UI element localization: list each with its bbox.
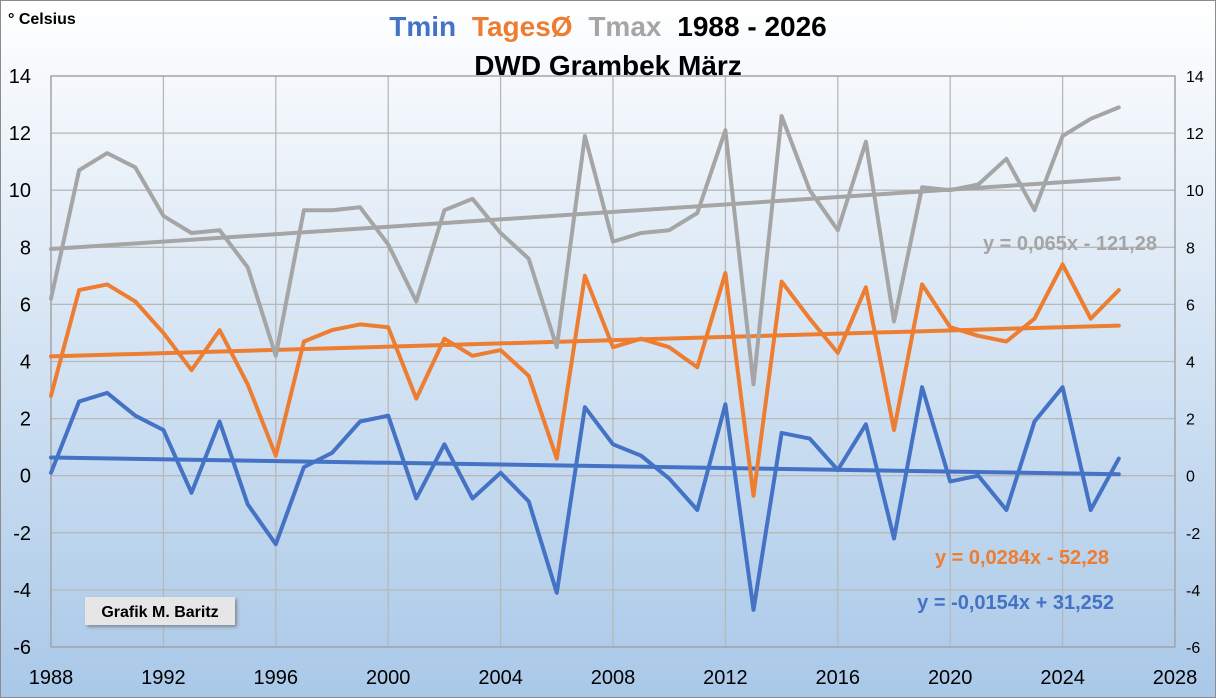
x-tick-label-5: 2008 [591, 667, 636, 689]
y-tick-label-left-10: 14 [9, 66, 31, 88]
y-tick-label-left-5: 4 [20, 352, 31, 374]
y-tick-label-left-7: 8 [20, 237, 31, 259]
trendline-label-tavg: y = 0,0284x - 52,28 [935, 547, 1109, 569]
y-tick-label-right-0: -6 [1186, 640, 1200, 657]
trendline-label-tmin: y = -0,0154x + 31,252 [917, 592, 1114, 614]
x-tick-label-6: 2012 [703, 667, 748, 689]
y-tick-label-right-7: 8 [1186, 240, 1195, 257]
y-tick-label-left-6: 6 [20, 294, 31, 316]
y-tick-label-right-5: 4 [1186, 355, 1195, 372]
y-tick-label-left-3: 0 [20, 466, 31, 488]
series-line-tavg [49, 262, 1121, 498]
title-tmax: Tmax [588, 11, 662, 42]
series-line-tmax [49, 105, 1121, 387]
y-tick-label-left-1: -4 [13, 580, 31, 602]
y-tick-label-right-1: -4 [1186, 583, 1200, 600]
title-years: 1988 - 2026 [677, 11, 826, 42]
chart-subtitle: DWD Grambek März [474, 50, 742, 81]
grid-lines [50, 75, 1176, 648]
chart-title: Tmin TagesØ Tmax 1988 - 2026 [389, 11, 826, 42]
x-tick-label-2: 1996 [254, 667, 299, 689]
plot-area-border [50, 75, 1176, 648]
y-tick-label-right-4: 2 [1186, 412, 1195, 429]
series-line-tmin [49, 385, 1121, 612]
y-tick-label-left-2: -2 [13, 523, 31, 545]
trendline-tmin [49, 455, 1121, 477]
y-tick-label-right-3: 0 [1186, 469, 1195, 486]
x-tick-label-9: 2024 [1040, 667, 1085, 689]
trendline-labels: y = 0,065x - 121,28 y = 0,0284x - 52,28 y … [917, 233, 1157, 614]
x-tick-label-4: 2004 [478, 667, 523, 689]
data-series [49, 105, 1121, 612]
y-tick-label-right-8: 10 [1186, 183, 1204, 200]
y-tick-label-right-6: 6 [1186, 297, 1195, 314]
x-tick-label-10: 2028 [1153, 667, 1198, 689]
x-tick-label-1: 1992 [141, 667, 186, 689]
x-tick-label-3: 2000 [366, 667, 411, 689]
y-tick-label-right-10: 14 [1186, 69, 1204, 86]
credit-label: Grafik M. Baritz [101, 604, 218, 621]
y-axis-label: ° Celsius [8, 11, 76, 28]
y-tick-label-right-2: -2 [1186, 526, 1200, 543]
trendline-label-tmax: y = 0,065x - 121,28 [983, 233, 1157, 255]
x-tick-label-7: 2016 [816, 667, 861, 689]
y-tick-label-right-9: 12 [1186, 126, 1204, 143]
y-tick-label-left-4: 2 [20, 409, 31, 431]
y-tick-label-left-0: -6 [13, 637, 31, 659]
y-tick-label-left-9: 12 [9, 123, 31, 145]
credit-box [85, 597, 235, 625]
title-tavg: TagesØ [472, 11, 573, 42]
x-tick-label-0: 1988 [29, 667, 74, 689]
x-tick-label-8: 2020 [928, 667, 973, 689]
axis-ticks: 1988 1992 1996 2000 2004 2008 2012 2016 2020 2024… [9, 66, 1204, 689]
y-tick-label-left-8: 10 [9, 180, 31, 202]
title-tmin: Tmin [389, 11, 456, 42]
